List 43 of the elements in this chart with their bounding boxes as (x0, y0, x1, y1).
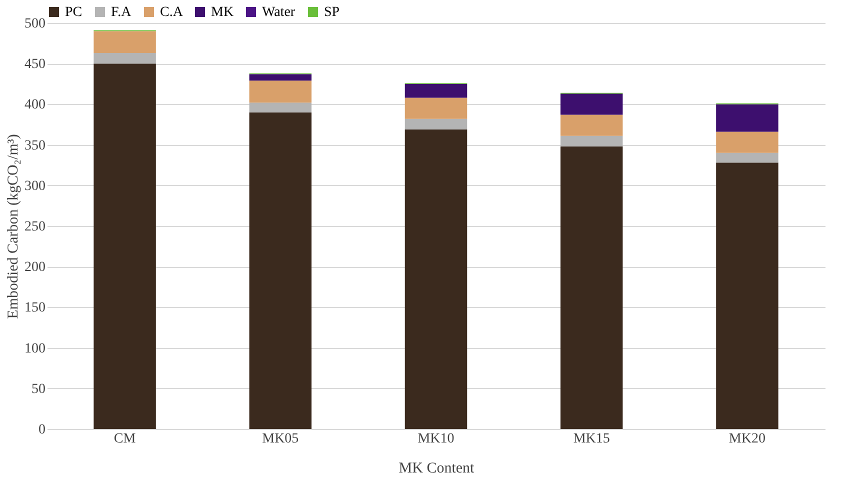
y-tick-label: 150 (24, 300, 46, 316)
bar (560, 94, 623, 115)
bar (716, 104, 778, 132)
legend-label: MK (211, 5, 234, 20)
y-tick-label: 0 (38, 422, 46, 438)
bar (249, 74, 312, 81)
legend-label: F.A (111, 5, 132, 20)
y-tick-label: 300 (24, 178, 46, 194)
x-tick-label: CM (114, 432, 136, 446)
y-tick-label: 500 (24, 16, 46, 32)
x-tick-label: MK15 (573, 432, 610, 446)
bar (716, 132, 778, 153)
legend-label: C.A (160, 5, 184, 20)
bar (404, 84, 468, 98)
bar (94, 31, 156, 54)
x-tick-label: MK05 (262, 432, 299, 446)
y-tick-label: 200 (24, 260, 46, 276)
bar (94, 53, 156, 64)
bar (560, 136, 623, 146)
x-axis-title: MK Content (398, 460, 476, 476)
y-tick-label: 350 (24, 138, 46, 154)
y-axis-title: Embodied Carbon (kgCO₂/m³) (6, 134, 22, 319)
legend-label: Water (262, 5, 296, 20)
legend-label: SP (324, 5, 340, 20)
y-tick-label: 450 (24, 57, 46, 72)
bar (249, 112, 312, 429)
bar (404, 118, 468, 130)
y-tick-label: 100 (24, 341, 46, 356)
bar (716, 162, 778, 429)
bar (249, 80, 312, 103)
x-tick-label: MK10 (418, 432, 454, 446)
bar (94, 64, 156, 429)
bar (716, 152, 778, 163)
bar (560, 114, 623, 136)
y-tick-label: 400 (24, 98, 46, 113)
legend-label: PC (65, 5, 82, 20)
x-tick-label: MK20 (728, 432, 766, 446)
bar (560, 146, 623, 429)
bar (249, 102, 312, 112)
y-tick-label: 250 (24, 220, 46, 234)
y-tick-label: 50 (32, 382, 46, 397)
bar (404, 129, 468, 429)
bar (404, 98, 468, 119)
